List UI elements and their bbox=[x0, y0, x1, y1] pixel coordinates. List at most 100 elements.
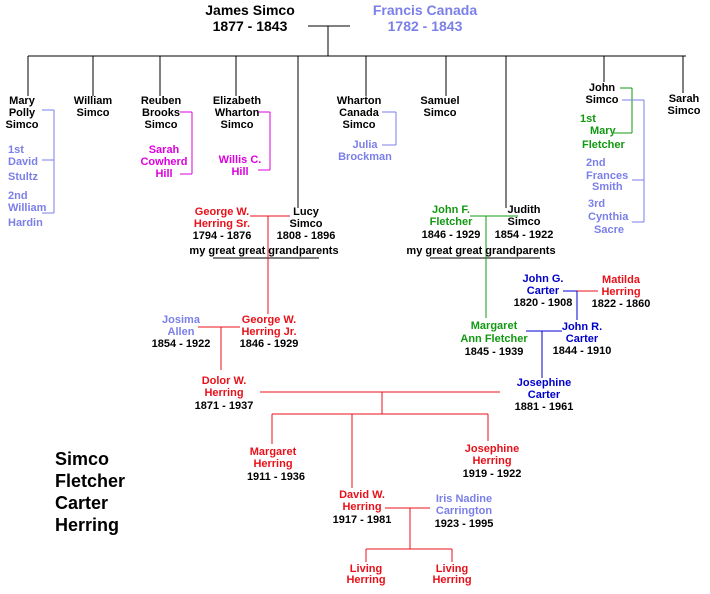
child-mary-line2: Polly bbox=[8, 107, 36, 119]
child-william-line1: William bbox=[73, 95, 113, 107]
gen2-husband-line2: Herring bbox=[204, 387, 244, 399]
child-samuel-line1: Samuel bbox=[420, 95, 460, 107]
john-spouse-2nd: 2nd bbox=[586, 157, 606, 169]
gen3-right-wife-years: 1845 - 1939 bbox=[464, 346, 524, 358]
mary-spouse-2-first: William bbox=[8, 202, 47, 214]
gen2-husband-line1: Dolor W. bbox=[201, 375, 247, 387]
gg-left-husband-years: 1794 - 1876 bbox=[192, 230, 252, 242]
child-reuben-line2: Brooks bbox=[142, 107, 180, 119]
carter-mother-line1: Matilda bbox=[602, 274, 640, 286]
gen3-right-husband-years: 1844 - 1910 bbox=[552, 345, 612, 357]
gen1-iris-line2: Carrington bbox=[435, 505, 493, 517]
gen3-right-husband-line1: John R. bbox=[561, 321, 603, 333]
surname-herring: Herring bbox=[55, 515, 120, 535]
gg-left-wife-line1: Lucy bbox=[293, 206, 319, 218]
reuben-spouse-line2: Cowherd bbox=[140, 156, 188, 168]
child-mary-line3: Simco bbox=[5, 119, 39, 131]
surname-fletcher: Fletcher bbox=[55, 471, 126, 491]
mary-spouse-2-last: Hardin bbox=[8, 217, 43, 229]
root-father-years: 1877 - 1843 bbox=[212, 18, 288, 34]
gen1-josephine-line1: Josephine bbox=[464, 443, 520, 455]
john-spouse-1-first: Mary bbox=[590, 125, 616, 137]
mary-spouse-1-first: David bbox=[8, 156, 38, 168]
gen1-margaret-years: 1911 - 1936 bbox=[246, 471, 306, 483]
gen1-josephine-line2: Herring bbox=[472, 455, 512, 467]
gg-left-husband-line2: Herring Sr. bbox=[193, 218, 251, 230]
gen2-wife-line1: Josephine bbox=[516, 377, 572, 389]
child-wharton-line2: Canada bbox=[339, 107, 379, 119]
john-spouse-3-last: Sacre bbox=[594, 224, 624, 236]
living-left-line2: Herring bbox=[346, 574, 386, 586]
child-elizabeth-line2: Wharton bbox=[214, 107, 260, 119]
child-john-line2: Simco bbox=[585, 94, 619, 106]
gen3-right-wife-line1: Margaret bbox=[470, 320, 518, 332]
gen1-josephine-years: 1919 - 1922 bbox=[462, 468, 522, 480]
child-william-line2: Simco bbox=[76, 107, 110, 119]
child-reuben-line3: Simco bbox=[144, 119, 178, 131]
gg-right-husband-line2: Fletcher bbox=[429, 216, 473, 228]
gg-left-husband-line1: George W. bbox=[194, 206, 250, 218]
child-mary-line1: Mary bbox=[9, 95, 35, 107]
john-spouse-3rd: 3rd bbox=[588, 198, 606, 210]
elizabeth-spouse-line2: Hill bbox=[231, 166, 249, 178]
child-wharton-line1: Wharton bbox=[336, 95, 382, 107]
gen1-iris-line1: Iris Nadine bbox=[435, 493, 493, 505]
child-wharton-line3: Simco bbox=[342, 119, 376, 131]
living-left-line1: Living bbox=[349, 563, 383, 575]
gen3-left-wife-years: 1854 - 1922 bbox=[151, 338, 211, 350]
living-right-line1: Living bbox=[435, 563, 469, 575]
mary-spouse-1st: 1st bbox=[8, 144, 24, 156]
gg-right-caption: my great great grandparents bbox=[406, 245, 556, 257]
gen3-left-husband-line2: Herring Jr. bbox=[241, 326, 297, 338]
gen3-right-husband-line2: Carter bbox=[565, 333, 599, 345]
gen1-david-line2: Herring bbox=[342, 501, 382, 513]
gen3-left-wife-line1: Josima bbox=[162, 314, 200, 326]
root-mother-name: Francis Canada bbox=[372, 2, 478, 18]
carter-father-years: 1820 - 1908 bbox=[513, 297, 573, 309]
gen3-left-husband-line1: George W. bbox=[241, 314, 297, 326]
wharton-spouse-line2: Brockman bbox=[338, 151, 392, 163]
gen1-margaret-line1: Margaret bbox=[249, 446, 297, 458]
gen2-wife-years: 1881 - 1961 bbox=[514, 401, 574, 413]
root-mother-years: 1782 - 1843 bbox=[387, 18, 463, 34]
child-sarah-line1: Sarah bbox=[668, 93, 700, 105]
living-right-line2: Herring bbox=[432, 574, 472, 586]
carter-father-line1: John G. bbox=[522, 273, 564, 285]
gen1-david-line1: David W. bbox=[339, 489, 385, 501]
gg-right-husband-line1: John F. bbox=[432, 204, 470, 216]
elizabeth-spouse-line1: Willis C. bbox=[218, 154, 262, 166]
reuben-spouse-line3: Hill bbox=[155, 168, 173, 180]
gen1-david-years: 1917 - 1981 bbox=[332, 514, 392, 526]
wharton-spouse-line1: Julia bbox=[352, 139, 378, 151]
gg-right-wife-years: 1854 - 1922 bbox=[494, 229, 554, 241]
child-sarah-line2: Simco bbox=[667, 105, 701, 117]
gen3-right-wife-line2: Ann Fletcher bbox=[460, 333, 528, 345]
john-spouse-1-last: Fletcher bbox=[582, 139, 625, 151]
reuben-spouse-line1: Sarah bbox=[148, 144, 180, 156]
gg-right-husband-years: 1846 - 1929 bbox=[421, 229, 481, 241]
gen2-husband-years: 1871 - 1937 bbox=[194, 400, 254, 412]
gg-left-wife-years: 1808 - 1896 bbox=[276, 230, 336, 242]
child-elizabeth-line1: Elizabeth bbox=[212, 95, 262, 107]
gg-right-wife-line2: Simco bbox=[507, 216, 541, 228]
surname-carter: Carter bbox=[55, 493, 109, 513]
john-spouse-3-first: Cynthia bbox=[588, 211, 629, 223]
gg-left-wife-line2: Simco bbox=[289, 218, 323, 230]
john-spouse-1st: 1st bbox=[580, 113, 596, 125]
gen1-iris-years: 1923 - 1995 bbox=[434, 518, 494, 530]
gen3-left-wife-line2: Allen bbox=[167, 326, 195, 338]
gen3-left-husband-years: 1846 - 1929 bbox=[239, 338, 299, 350]
carter-father-line2: Carter bbox=[526, 285, 560, 297]
child-reuben-line1: Reuben bbox=[140, 95, 182, 107]
gg-right-wife-line1: Judith bbox=[507, 204, 541, 216]
child-elizabeth-line3: Simco bbox=[220, 119, 254, 131]
child-samuel-line2: Simco bbox=[423, 107, 457, 119]
root-father-name: James Simco bbox=[205, 2, 295, 18]
mary-spouse-1-last: Stultz bbox=[8, 171, 38, 183]
surname-simco: Simco bbox=[55, 449, 110, 469]
gen2-wife-line2: Carter bbox=[527, 389, 561, 401]
gg-left-caption: my great great grandparents bbox=[189, 245, 339, 257]
gen1-margaret-line2: Herring bbox=[253, 458, 293, 470]
